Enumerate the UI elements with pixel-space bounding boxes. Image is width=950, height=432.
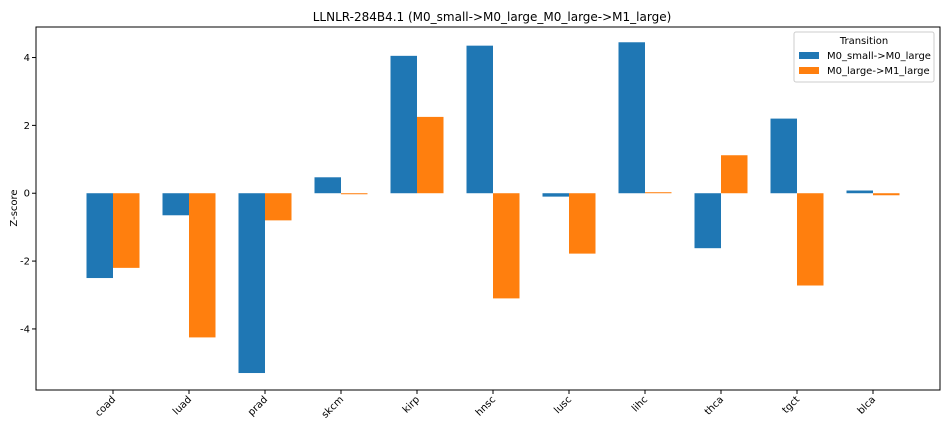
bar-m0-small-m0-large-hnsc xyxy=(466,45,493,194)
x-tick-label-thca: thca xyxy=(703,394,726,417)
x-tick-label-lusc: lusc xyxy=(552,394,574,416)
bar-m0-large-m1-large-prad xyxy=(265,193,292,221)
bar-m0-large-m1-large-tgct xyxy=(797,193,824,286)
bar-m0-large-m1-large-blca xyxy=(873,193,900,196)
bar-m0-small-m0-large-coad xyxy=(86,193,113,279)
bar-m0-small-m0-large-lusc xyxy=(542,193,569,197)
x-tick-label-tgct: tgct xyxy=(780,394,802,416)
chart-title: LLNLR-284B4.1 (M0_small->M0_large_M0_lar… xyxy=(313,10,672,24)
x-tick-label-hnsc: hnsc xyxy=(474,394,498,418)
x-tick-label-luad: luad xyxy=(171,394,194,417)
legend-frame xyxy=(793,31,935,83)
x-tick-label-lihc: lihc xyxy=(630,394,650,414)
legend-entry-1: M0_large->M1_large xyxy=(827,66,930,77)
bar-m0-small-m0-large-lihc xyxy=(618,42,645,194)
plot-frame xyxy=(35,26,941,391)
x-tick-label-kirp: kirp xyxy=(401,394,422,415)
bar-m0-large-m1-large-thca xyxy=(721,155,748,194)
plot-area xyxy=(86,42,900,374)
bar-m0-small-m0-large-kirp xyxy=(390,55,417,194)
legend-swatch-0 xyxy=(799,52,819,59)
legend-entry-0: M0_small->M0_large xyxy=(827,51,931,62)
x-tick-label-coad: coad xyxy=(93,394,118,419)
bar-m0-small-m0-large-tgct xyxy=(770,118,797,194)
y-tick-label: 2 xyxy=(24,121,30,132)
y-tick-label: -4 xyxy=(20,324,30,335)
bar-m0-large-m1-large-coad xyxy=(113,193,140,268)
x-tick-label-blca: blca xyxy=(856,394,878,416)
bar-m0-large-m1-large-kirp xyxy=(417,116,444,194)
legend: Transition M0_small->M0_large M0_large->M1… xyxy=(793,31,935,83)
bar-m0-small-m0-large-blca xyxy=(846,190,873,194)
y-axis-label: Z-score xyxy=(9,189,20,226)
y-tick-label: -2 xyxy=(20,257,30,268)
y-tick-label: 4 xyxy=(24,53,30,64)
x-tick-label-prad: prad xyxy=(246,394,270,418)
bar-m0-small-m0-large-thca xyxy=(694,193,721,249)
bar-m0-small-m0-large-luad xyxy=(162,193,189,216)
legend-swatch-1 xyxy=(799,67,819,74)
bar-m0-small-m0-large-prad xyxy=(238,193,265,374)
bar-m0-large-m1-large-hnsc xyxy=(493,193,520,299)
legend-title: Transition xyxy=(839,36,888,47)
bar-m0-large-m1-large-luad xyxy=(189,193,216,338)
x-tick-label-skcm: skcm xyxy=(320,394,346,420)
y-tick-label: 0 xyxy=(24,189,30,200)
bar-m0-large-m1-large-skcm xyxy=(341,193,368,195)
bar-m0-large-m1-large-lihc xyxy=(645,192,672,194)
bar-m0-small-m0-large-skcm xyxy=(314,177,341,194)
bar-m0-large-m1-large-lusc xyxy=(569,193,596,254)
